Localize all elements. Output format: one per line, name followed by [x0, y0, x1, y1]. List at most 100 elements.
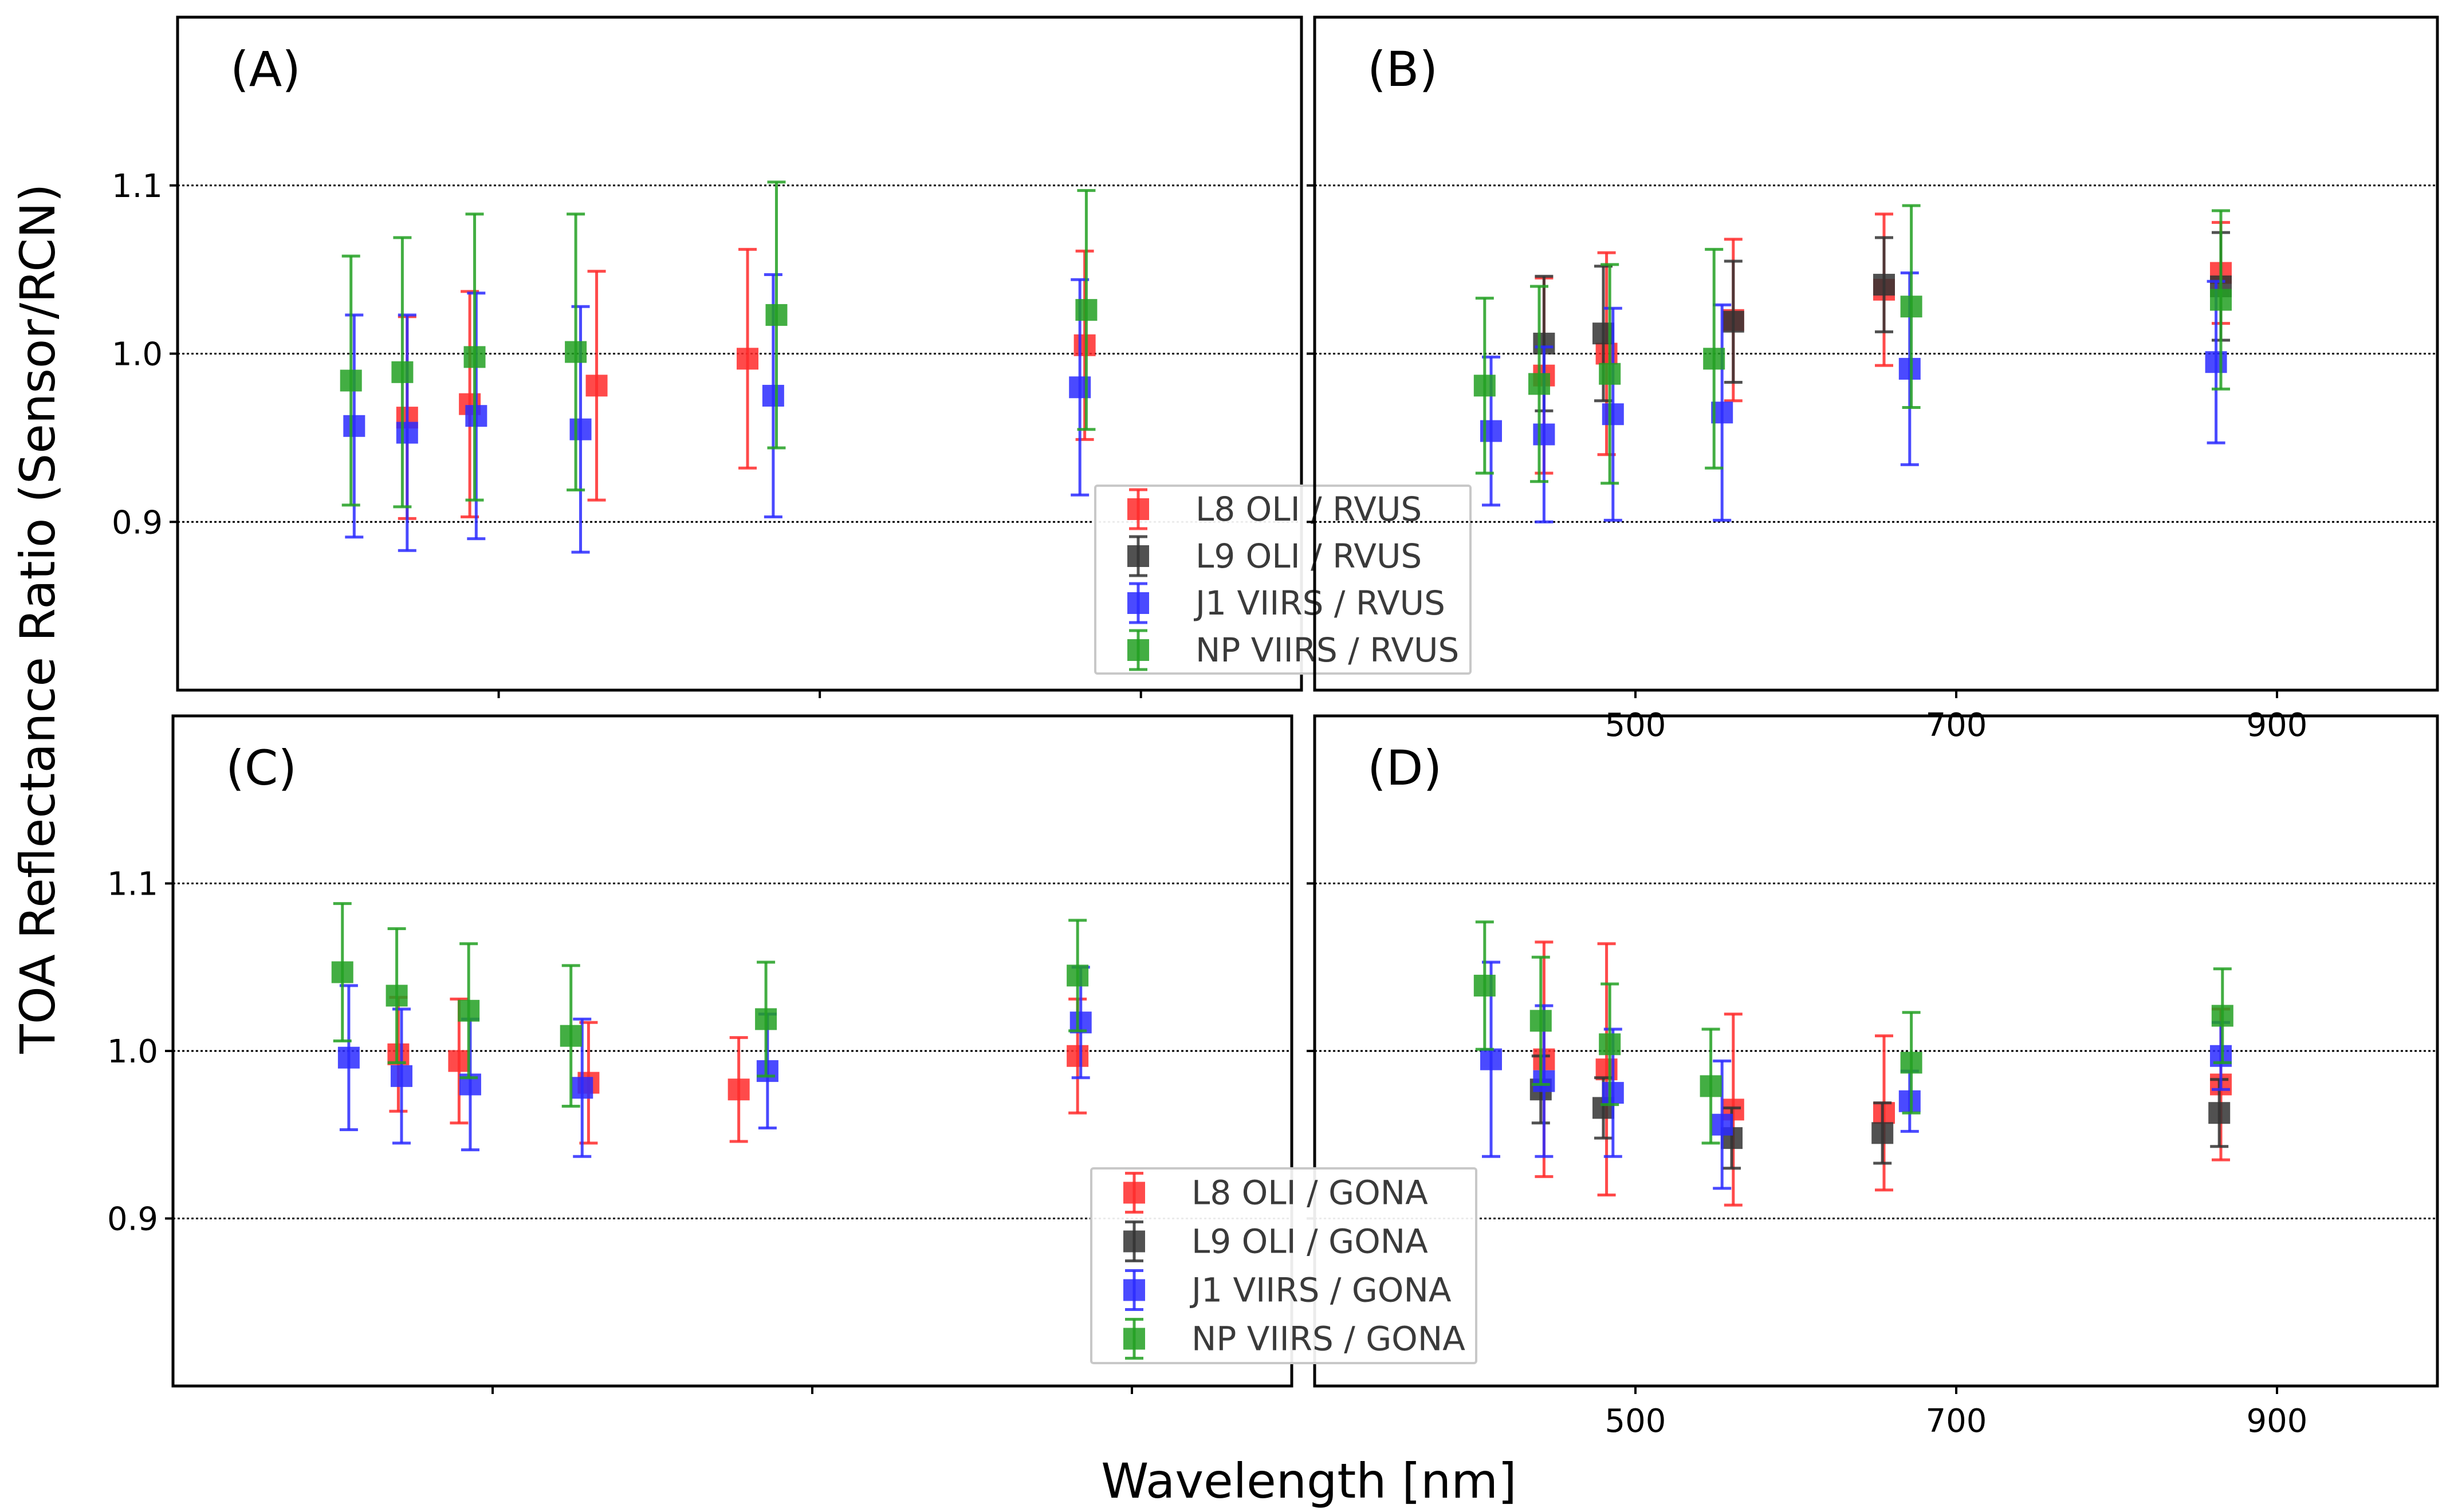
- legend-label: L9 OLI / GONA: [1191, 1222, 1428, 1261]
- data-point: [1711, 1113, 1733, 1136]
- data-point-np: [1067, 919, 1089, 1033]
- data-point-np: [386, 927, 408, 1064]
- data-point-j1: [1898, 1069, 1921, 1133]
- x-tick-label: 900: [2247, 1403, 2308, 1440]
- data-point-np: [565, 212, 587, 491]
- panel-frame: [176, 15, 1303, 692]
- data-point: [1599, 363, 1621, 385]
- data-point: [560, 1025, 582, 1047]
- legend-marker: [1123, 1269, 1145, 1311]
- data-point-l8: [1722, 1013, 1744, 1207]
- data-point: [2205, 351, 2227, 373]
- panel-c: 0.9 1.0 1.1 (C): [107, 714, 1293, 1394]
- data-point: [762, 384, 784, 407]
- data-point-np: [560, 964, 582, 1108]
- data-point-np: [340, 254, 362, 507]
- data-point: [1473, 974, 1496, 997]
- data-point: [463, 346, 486, 368]
- panel-d: 500 700 900 (D): [1307, 714, 2439, 1440]
- data-point: [1873, 274, 1895, 296]
- data-point-np: [1528, 285, 1550, 483]
- x-axis-label: Wavelength [nm]: [1101, 1453, 1517, 1509]
- data-point: [1700, 1075, 1722, 1097]
- data-point-l9: [1873, 236, 1895, 333]
- x-tick-label: 700: [1926, 707, 1987, 744]
- data-point: [565, 341, 587, 363]
- data-point-np: [1900, 1011, 1922, 1115]
- data-point-np: [463, 212, 486, 502]
- data-point-j1: [337, 984, 360, 1131]
- data-point-np: [1075, 189, 1098, 431]
- legend-marker: [1127, 488, 1149, 530]
- data-point: [1073, 334, 1096, 356]
- data-point: [1127, 639, 1149, 661]
- legend-label: NP VIIRS / GONA: [1191, 1320, 1465, 1359]
- data-point: [343, 415, 365, 437]
- data-point: [1480, 1048, 1502, 1070]
- x-tick-label: 900: [2247, 707, 2308, 744]
- data-point: [1533, 1070, 1555, 1092]
- panel-frame: [1313, 714, 2439, 1388]
- data-point: [1871, 1122, 1894, 1144]
- panel-label: (B): [1367, 41, 1438, 97]
- data-point: [1528, 373, 1550, 395]
- data-point: [1533, 423, 1555, 446]
- data-point-np: [1599, 982, 1621, 1107]
- data-point: [1898, 357, 1921, 380]
- y-tick-label: 1.0: [107, 1033, 158, 1070]
- data-point: [1123, 1230, 1145, 1253]
- data-point-np: [1473, 297, 1496, 475]
- data-point: [1127, 592, 1149, 614]
- data-point: [396, 422, 418, 444]
- legend-label: J1 VIIRS / RVUS: [1194, 584, 1445, 623]
- legend-label: L8 OLI / GONA: [1191, 1174, 1428, 1212]
- legend-box: [1094, 485, 1472, 675]
- data-point: [391, 361, 414, 383]
- data-point: [331, 961, 353, 983]
- y-tick-label: 1.0: [112, 336, 163, 373]
- data-point-j1: [465, 292, 487, 541]
- legend-box: [1090, 1167, 1477, 1364]
- legend-label: L9 OLI / RVUS: [1195, 537, 1422, 576]
- panel-label: (C): [226, 740, 297, 796]
- y-axis-label: TOA Reflectance Ratio (Sensor/RCN): [10, 183, 66, 1054]
- data-point: [571, 1077, 593, 1099]
- legend-marker: [1123, 1318, 1145, 1360]
- data-point: [2208, 1102, 2231, 1124]
- data-point-l8: [737, 247, 759, 470]
- data-point-np: [331, 902, 353, 1042]
- data-point: [1722, 310, 1744, 333]
- panel-label: (A): [230, 41, 301, 97]
- data-point: [386, 985, 408, 1007]
- data-point-np: [1473, 920, 1496, 1051]
- panel-b: 500 700 900 (B): [1307, 15, 2439, 744]
- data-point-np: [2210, 209, 2232, 391]
- data-point-np: [391, 236, 414, 509]
- data-point-l8: [1073, 249, 1096, 441]
- data-point: [340, 369, 362, 392]
- data-point: [465, 405, 487, 427]
- data-point: [755, 1008, 777, 1030]
- data-point: [458, 999, 480, 1022]
- data-point: [569, 418, 592, 440]
- data-point: [1075, 299, 1098, 321]
- legend-marker: [1123, 1172, 1145, 1214]
- data-point-j1: [396, 313, 418, 552]
- data-point: [448, 1050, 470, 1072]
- data-point-l8: [585, 270, 608, 502]
- legend-marker: [1127, 535, 1149, 577]
- data-point-np: [1599, 263, 1621, 485]
- legend-marker: [1127, 629, 1149, 671]
- data-point: [1473, 375, 1496, 397]
- data-point: [585, 375, 608, 397]
- data-point: [727, 1078, 750, 1101]
- data-point-j1: [343, 313, 365, 539]
- data-point: [1123, 1328, 1145, 1350]
- data-point: [2210, 289, 2232, 311]
- y-tick-label: 0.9: [107, 1201, 158, 1238]
- legend-marker: [1123, 1220, 1145, 1262]
- data-point: [756, 1060, 778, 1082]
